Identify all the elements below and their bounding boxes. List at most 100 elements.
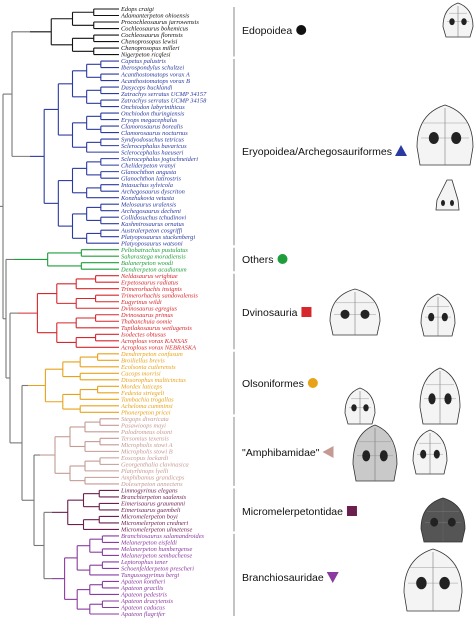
taxon-label: Cacops morrisi: [121, 371, 161, 378]
taxon-label: Onchiodon thuringiensis: [121, 110, 185, 117]
clade-label-olsoniformes: Olsoniformes: [242, 378, 304, 390]
taxon-label: Platyoposaurus watsoni: [120, 240, 183, 247]
taxon-label: Branchiosaurus salamandroides: [121, 533, 205, 540]
taxon-label: Palodromeus olsoni: [120, 429, 172, 436]
taxon-label: Clamorosaurus borealis: [121, 123, 183, 130]
clade-symbol-amphibamidae: [322, 446, 334, 458]
taxon-label: Apateon dracyiensis: [120, 598, 174, 605]
taxon-label: Kashmirosaurus ornatus: [120, 221, 185, 228]
taxon-label: Sclerocephalus haeuseri: [121, 149, 184, 156]
taxon-label: Eugyrinus wildi: [120, 299, 162, 306]
taxon-label: Zatrachys serratus UCMP 34157: [121, 91, 207, 98]
taxon-label: Tupilakosaurus wetlugensis: [121, 325, 192, 332]
taxon-label: Micropholis stowi B: [120, 449, 173, 456]
taxon-label: Archegosaurus dyscriton: [120, 188, 185, 195]
taxon-label: Sclerocephalus jogischneideri: [121, 156, 198, 163]
taxon-label: Melanerpeton sembachense: [120, 553, 192, 560]
taxon-label: Micropholis stowi A: [120, 442, 173, 449]
skull-branchiosauridae: [403, 548, 463, 612]
taxon-label: Eimerisaurus guembeli: [120, 507, 181, 514]
clade-label-eryopoidea: Eryopoidea/Archegosauriformes: [242, 146, 392, 158]
taxon-label: Tungussogyrinus bergi: [121, 572, 179, 579]
taxon-label: Dvinosaurus egregius: [120, 305, 178, 312]
taxon-label: Balanerpeton woodi: [121, 260, 173, 267]
taxon-label: Micromelerpeton boyi: [120, 514, 178, 521]
taxon-label: Dendrerpeton acadianum: [120, 266, 187, 273]
taxon-label: Glanochthon latirostris: [121, 175, 181, 182]
taxon-label: Apateon flagrifer: [120, 611, 166, 618]
taxon-label: Zatrachys serratus UCMP 34158: [121, 97, 207, 104]
taxon-label: Fedexia striegeli: [120, 390, 164, 397]
clade-symbol-dvinosauria: [301, 307, 312, 317]
taxon-label: Melosaurus uralensis: [120, 201, 177, 208]
taxon-label: Adamanterpeton ohioensis: [120, 13, 190, 20]
taxon-label: Mordex laticeps: [120, 384, 163, 391]
taxon-label: Dvinosaurus primus: [120, 312, 174, 319]
skull-olsoniformes-2: [344, 387, 376, 425]
taxon-label: Trimerorhachis sandovalensis: [121, 292, 198, 299]
clade-symbol-branchiosauridae: [326, 572, 339, 583]
taxon-label: Acroplous vorax KANSAS: [120, 338, 188, 345]
taxon-label: Peltobatrachus pustulatus: [120, 247, 188, 254]
skull-edopoidea: [442, 2, 474, 38]
taxon-label: Melanerpeton eisfeldi: [120, 540, 177, 547]
taxon-label: Platyrhinops lyelli: [120, 468, 168, 475]
taxon-label: Micromelerpeton credneri: [120, 520, 188, 527]
taxon-label: Procochleosaurus jarrowensis: [120, 19, 199, 26]
taxon-label: Glanochthon angusta: [121, 169, 176, 176]
taxon-label: Clamorosaurus nocturnus: [121, 130, 188, 137]
taxon-label: Apateon caducus: [120, 605, 165, 612]
taxon-label: Acanthostomatops vorax B: [120, 78, 190, 85]
clade-label-branchiosauridae: Branchiosauridae: [242, 572, 324, 584]
taxon-label: Trimerorhachis insignis: [121, 286, 182, 293]
taxon-label: Intasuchus sylvicola: [120, 182, 173, 189]
clade-label-dvinosauria: Dvinosauria: [242, 307, 298, 319]
taxon-label: Saharastega moradiensis: [121, 253, 186, 260]
clade-symbol-micromelerpetontidae: [346, 506, 357, 516]
taxon-label: Acheloma cumminsi: [120, 403, 173, 410]
taxon-label: Apateon kontheri: [120, 579, 165, 586]
taxon-label: Eimerisaurus graumanni: [120, 501, 185, 508]
taxon-label: Australerpeton cosgriffi: [120, 227, 182, 234]
skull-eryopoidea-top: [416, 104, 474, 166]
clade-label-micromelerpetontidae: Micromelerpetontidae: [242, 506, 343, 518]
taxon-label: Ecolsonia cutlerensis: [120, 364, 176, 371]
taxon-label: Limnogyrinus elegans: [120, 488, 178, 495]
skull-dvinosauria: [329, 288, 381, 336]
taxon-label: Phonerpeton pricei: [120, 410, 171, 417]
taxon-label: Apateon gracilis: [120, 585, 164, 592]
taxon-label: Doleserpeton annectens: [120, 481, 183, 488]
taxon-label: Amphibamus grandiceps: [120, 475, 185, 482]
taxon-label: Acanthostomatops vorax A: [120, 71, 190, 78]
clade-label-edopoidea: Edopoidea: [242, 25, 292, 37]
taxon-label: Dasyceps bucklandi: [120, 84, 173, 91]
taxon-label: Branchierpeton saalensis: [121, 494, 187, 501]
taxon-label: Platyoposaurus stuckenbergi: [120, 234, 195, 241]
taxon-label: Cochleosaurus bohemicus: [121, 26, 189, 33]
clade-label-amphibamidae: "Amphibamidae": [242, 447, 320, 459]
taxon-label: Neldasaurus wrightae: [120, 273, 178, 280]
taxon-label: Cheliderpeton vranyi: [121, 162, 176, 169]
taxon-label: Syndyodosuchus tetricus: [121, 136, 185, 143]
clade-label-others: Others: [242, 254, 274, 266]
skull-amphibamidae-2: [412, 429, 448, 475]
taxon-label: Apateon pedestris: [120, 592, 167, 599]
skull-amphibamidae: [352, 424, 398, 482]
tree-branches: [0, 8, 119, 615]
clade-symbol-others: [277, 254, 288, 264]
clade-symbol-olsoniformes: [307, 378, 318, 388]
clade-symbol-eryopoidea: [395, 145, 407, 156]
taxon-label: Tersomius texensis: [121, 436, 169, 443]
taxon-label: Erpetosaurus radiatus: [120, 279, 179, 286]
taxon-label: Chenoprosopus milleri: [121, 45, 180, 52]
taxon-label: Thabanchuia oomie: [121, 318, 172, 325]
taxon-label: Isodectes obtusus: [120, 331, 166, 338]
taxon-label: Dendrerpeton confusum: [120, 351, 183, 358]
taxon-label: Broiliellus brevis: [121, 357, 165, 364]
skull-dvinosauria-2: [420, 293, 456, 337]
taxon-label: Eoscopus lockardi: [120, 455, 168, 462]
taxon-label: Melanerpeton humbergense: [120, 546, 192, 553]
taxon-label: Pasawioops mayi: [120, 423, 166, 430]
